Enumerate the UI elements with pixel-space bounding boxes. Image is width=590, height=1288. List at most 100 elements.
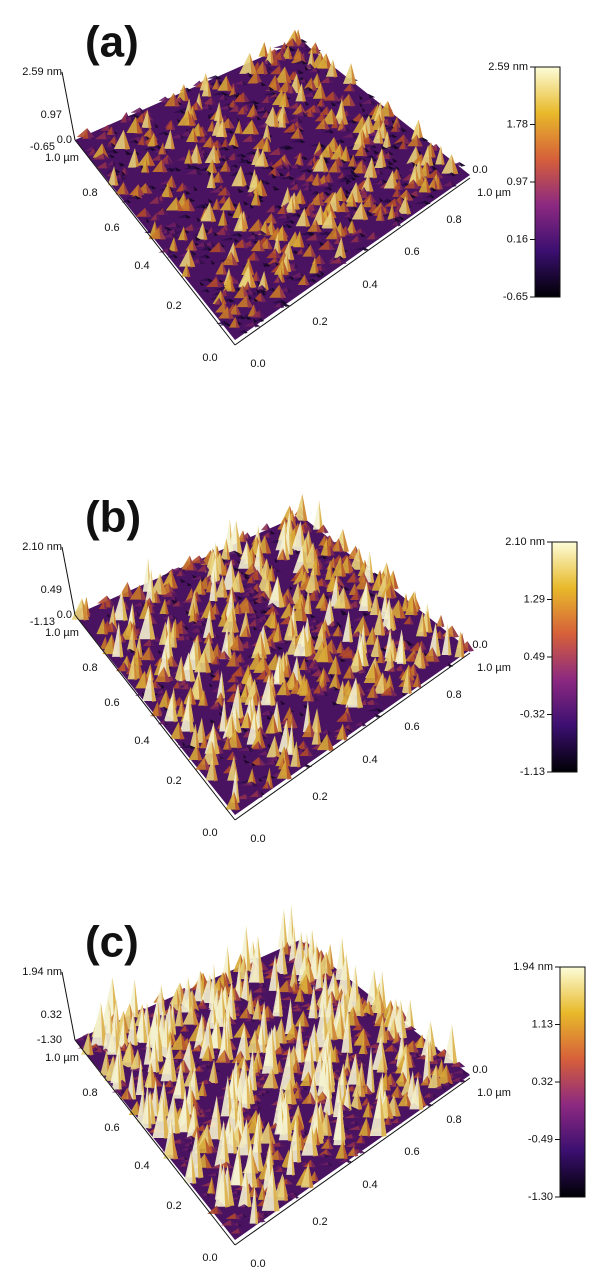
surface-shade — [275, 248, 282, 260]
surface-shade — [246, 315, 253, 320]
surface-shade — [134, 979, 139, 1018]
surface-shade — [296, 163, 303, 170]
surface-shade — [237, 321, 242, 326]
surface-shade — [255, 1094, 262, 1103]
x-tick-label: 0.2 — [166, 300, 181, 312]
surface-shade — [399, 179, 404, 191]
surface-shade — [229, 196, 236, 212]
surface-shade — [411, 162, 418, 167]
surface-shade — [278, 654, 282, 686]
surface-shade — [322, 577, 329, 588]
surface-shade — [338, 625, 343, 638]
surface-shade — [161, 984, 166, 1017]
surface-shade — [406, 189, 414, 202]
surface-shade — [401, 664, 407, 673]
surface-shade — [261, 961, 269, 971]
surface-shade — [189, 148, 193, 165]
surface-shade — [326, 645, 334, 664]
surface-shade — [368, 1101, 373, 1119]
surface-shade — [260, 997, 265, 1003]
z-tick-label: 2.59 nm — [22, 66, 62, 78]
surface-shade — [121, 170, 126, 176]
surface-shade — [173, 93, 180, 108]
surface-shade — [366, 581, 373, 612]
surface-shade — [286, 224, 293, 229]
surface-shade — [261, 285, 267, 292]
surface-shade — [286, 252, 292, 273]
surface-shade — [221, 986, 228, 1028]
surface-shade — [451, 154, 459, 175]
surface-shade — [226, 75, 233, 92]
surface-shade — [315, 219, 322, 233]
surface-shade — [431, 165, 439, 171]
surface-shade — [361, 638, 369, 667]
surface-shade — [318, 192, 325, 207]
surface-shade — [363, 615, 371, 637]
surface-shade — [435, 622, 441, 657]
surface-shade — [185, 214, 191, 219]
surface-shade — [395, 1081, 400, 1088]
surface-shade — [167, 247, 174, 254]
surface-shade — [290, 219, 296, 224]
surface-shade — [202, 222, 208, 241]
surface-shade — [279, 1059, 284, 1074]
surface-shade — [379, 126, 384, 145]
surface-shade — [320, 82, 327, 100]
surface-shade — [133, 114, 140, 119]
surface-shade — [227, 735, 232, 751]
surface-shade — [352, 133, 360, 139]
surface-shade — [224, 1014, 229, 1063]
surface-shade — [265, 625, 271, 630]
surface-shade — [123, 1017, 128, 1049]
surface-shade — [118, 622, 124, 658]
surface-shade — [285, 90, 290, 109]
y-tick-label: 0.0 — [472, 639, 487, 651]
surface-shade — [379, 197, 384, 202]
surface-shade — [209, 673, 217, 678]
surface-shade — [336, 671, 342, 690]
surface-shade — [304, 101, 310, 106]
surface-shade — [248, 747, 256, 752]
surface-shade — [231, 981, 237, 1021]
surface-shade — [341, 186, 348, 203]
surface-shade — [307, 747, 313, 757]
surface-shade — [366, 1012, 372, 1017]
surface-shade — [215, 633, 221, 639]
surface-shade — [347, 555, 355, 575]
surface-shade — [257, 1056, 261, 1077]
surface-shade — [387, 100, 395, 118]
surface-shade — [211, 740, 219, 766]
surface-shade — [380, 101, 386, 123]
surface-shade — [237, 552, 242, 557]
surface-shade — [204, 756, 211, 771]
surface-shade — [322, 623, 329, 651]
surface-shade — [253, 588, 259, 595]
surface-shade — [240, 997, 247, 1002]
surface-shade — [242, 238, 249, 249]
surface-shade — [279, 284, 287, 299]
surface-shade — [406, 1043, 413, 1069]
surface-shade — [238, 570, 245, 594]
colorbar — [551, 541, 578, 773]
surface-shade — [264, 270, 269, 292]
surface-shade — [363, 246, 370, 252]
surface-shade — [282, 548, 287, 561]
surface-shade — [157, 701, 163, 718]
surface-shade — [404, 139, 408, 151]
surface-shade — [320, 205, 327, 226]
x-tick-label: 1.0 µm — [45, 627, 79, 639]
surface-shade — [225, 137, 230, 149]
surface-shade — [157, 144, 162, 149]
surface-shade — [123, 181, 130, 196]
surface-shade — [172, 568, 178, 576]
surface-shade — [206, 288, 210, 293]
surface-shade — [270, 638, 276, 651]
surface-shade — [294, 29, 302, 47]
surface-shade — [371, 1046, 375, 1094]
surface-shade — [135, 195, 142, 200]
surface-shade — [202, 125, 208, 137]
surface-shade — [196, 143, 203, 165]
surface-shade — [220, 290, 227, 306]
surface-shade — [210, 259, 216, 265]
surface-shade — [361, 201, 369, 221]
